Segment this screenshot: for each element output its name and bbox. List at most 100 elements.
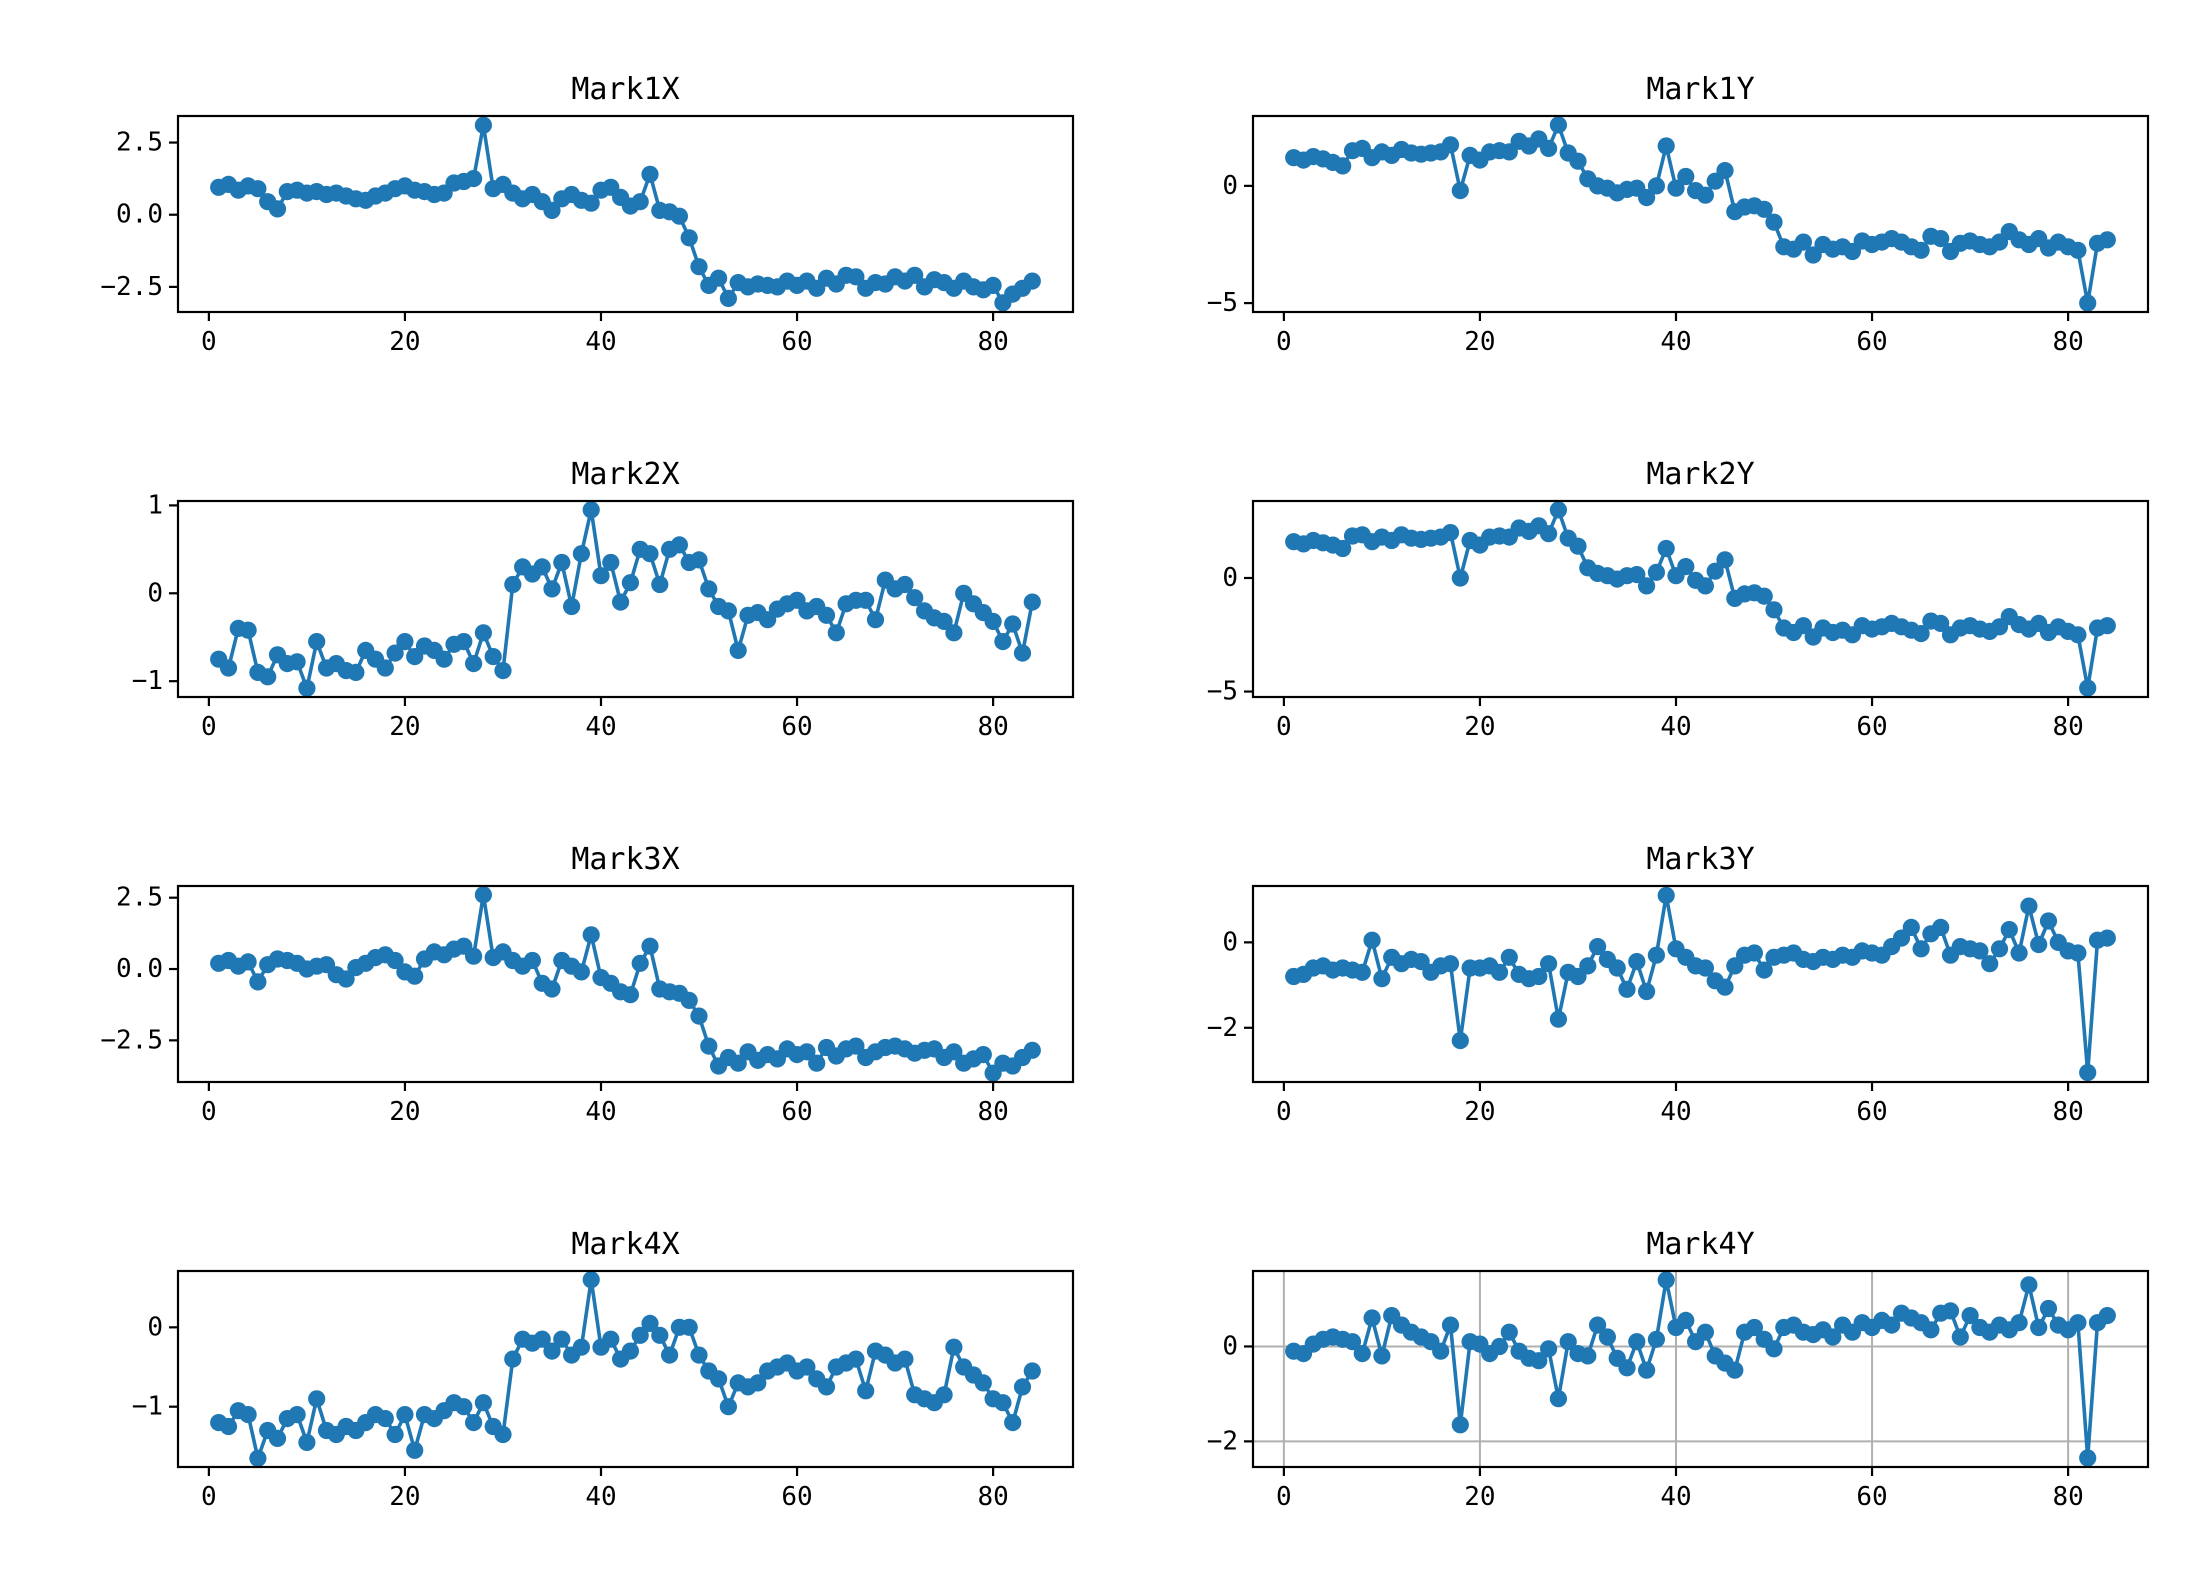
data-point	[474, 1394, 492, 1412]
data-point	[386, 644, 404, 662]
data-point	[1004, 1414, 1022, 1432]
data-point	[455, 1398, 473, 1416]
data-point	[1334, 157, 1352, 175]
data-point	[2069, 626, 2087, 644]
data-point	[974, 1374, 992, 1392]
data-point	[337, 970, 355, 988]
chart-mark3y: 0 20 40 60 80 0 −2 Mark3Y	[1207, 842, 2150, 1127]
data-point	[1441, 524, 1460, 542]
data-point	[2079, 1449, 2097, 1467]
data-point	[1441, 955, 1460, 973]
data-point	[1677, 167, 1695, 186]
data-point	[1961, 1307, 1979, 1325]
data-point	[710, 1370, 728, 1388]
data-point	[1755, 961, 1773, 979]
x-tick-label: 60	[1856, 327, 1887, 357]
x-tick-label: 40	[1660, 712, 1691, 742]
data-point	[2069, 241, 2087, 259]
data-point	[386, 951, 404, 970]
data-point	[1628, 1333, 1646, 1351]
data-point	[1363, 931, 1381, 949]
data-point	[710, 269, 728, 287]
data-point	[1755, 587, 1773, 605]
data-point	[602, 553, 620, 572]
plot-border	[1251, 884, 2150, 1084]
data-point	[239, 1406, 257, 1424]
data-point	[1628, 566, 1646, 584]
x-tick-label: 60	[1856, 712, 1887, 742]
data-point	[239, 621, 257, 639]
x-tick-label: 80	[977, 327, 1008, 357]
x-tick-label: 0	[201, 1482, 217, 1512]
data-point	[1013, 644, 1032, 662]
data-point	[729, 1054, 747, 1072]
data-point	[690, 258, 708, 276]
data-point	[719, 1398, 738, 1416]
data-point	[1540, 955, 1558, 973]
data-point	[1716, 551, 1734, 569]
data-point	[376, 659, 394, 677]
chart-mark4x: 0 20 40 60 80 0 −1 Mark4X	[132, 1227, 1075, 1512]
x-tick-label: 0	[201, 712, 217, 742]
chart-mark2y: 0 20 40 60 80 0 −5 Mark2Y	[1207, 457, 2150, 742]
data-point	[690, 1007, 708, 1025]
x-tick-label: 60	[1856, 1482, 1887, 1512]
data-point	[543, 580, 561, 598]
data-point	[465, 1414, 483, 1432]
y-tick-label: −2	[1207, 1426, 1238, 1456]
data-series	[210, 501, 1041, 697]
data-point	[1451, 1416, 1469, 1434]
y-tick-label: −1	[132, 1392, 163, 1422]
data-point	[1353, 1345, 1371, 1363]
data-point	[690, 551, 708, 569]
data-point	[592, 567, 610, 585]
data-point	[1657, 539, 1675, 558]
data-point	[935, 1386, 953, 1404]
data-point	[1696, 1323, 1714, 1341]
data-point	[1618, 1359, 1636, 1377]
data-point	[474, 886, 492, 904]
data-point	[994, 1394, 1012, 1412]
data-point	[465, 655, 483, 673]
data-point	[219, 659, 238, 677]
y-tick-label: 0.0	[116, 200, 163, 230]
data-point	[817, 1378, 836, 1396]
data-point	[1912, 940, 1930, 958]
data-point	[945, 624, 963, 642]
data-point	[1716, 978, 1734, 996]
x-tick-label: 0	[201, 327, 217, 357]
data-point	[1569, 152, 1587, 170]
y-tick-label: 0	[1222, 1331, 1238, 1361]
data-point	[1004, 615, 1022, 633]
data-point	[1500, 948, 1518, 966]
data-point	[533, 558, 551, 576]
data-point	[523, 951, 542, 970]
data-line	[1291, 1278, 2110, 1460]
x-tick-label: 20	[389, 712, 420, 742]
data-series	[1285, 116, 2116, 312]
plot-border	[1251, 499, 2150, 699]
x-tick-label: 40	[1660, 1482, 1691, 1512]
y-tick-label: −2.5	[100, 1025, 163, 1055]
data-point	[474, 624, 492, 642]
y-tick-label: 0	[1222, 563, 1238, 593]
data-point	[298, 679, 316, 697]
data-point	[1589, 938, 1607, 956]
data-point	[572, 1338, 591, 1356]
data-point	[641, 937, 659, 955]
data-point	[2020, 1276, 2038, 1294]
data-point	[1490, 963, 1509, 981]
data-point	[1932, 230, 1950, 248]
axis-ticks: 0 20 40 60 80 1 0 −1	[132, 490, 1009, 742]
data-point	[1794, 617, 1812, 635]
axis-ticks: 0 20 40 60 80 2.5 0.0 −2.5	[100, 128, 1008, 357]
x-tick-label: 20	[1464, 1482, 1495, 1512]
data-point	[1500, 1323, 1518, 1341]
data-point	[2030, 1318, 2048, 1337]
data-point	[1363, 1309, 1381, 1327]
x-tick-label: 0	[1276, 712, 1292, 742]
data-point	[1765, 601, 1783, 619]
data-point	[1589, 1316, 1607, 1334]
data-point	[2079, 679, 2097, 697]
data-point	[1638, 982, 1656, 1001]
